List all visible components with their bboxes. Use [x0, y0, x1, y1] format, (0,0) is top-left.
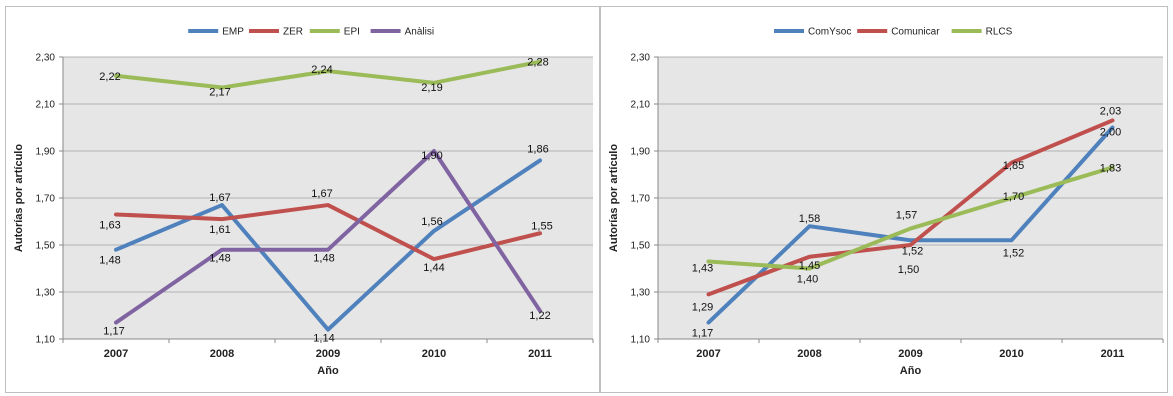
- data-label: 2,28: [527, 57, 548, 69]
- x-tick-label: 2010: [999, 348, 1023, 360]
- x-tick-label: 2010: [422, 348, 446, 360]
- data-label: 1,61: [209, 224, 230, 236]
- data-label: 2,00: [1100, 127, 1121, 139]
- legend-label: EMP: [222, 27, 244, 38]
- data-label: 2,17: [209, 87, 230, 99]
- series-line-an-lisi: [114, 149, 542, 325]
- y-tick-label: 1,10: [36, 335, 56, 346]
- data-label: 2,22: [99, 71, 120, 83]
- y-tick-label: 1,50: [631, 241, 651, 252]
- legend-label: Anàlisi: [405, 27, 434, 38]
- chart-right: 1,10 1,30 1,50 1,70 1,90 2,10 2,30 2007 2008 2009…: [608, 27, 1164, 377]
- legend-label: Comunicar: [891, 27, 940, 38]
- y-tick-label: 1,90: [36, 147, 56, 158]
- data-label: 1,48: [209, 253, 230, 265]
- y-tick-label: 1,10: [631, 335, 651, 346]
- x-axis-title: Año: [900, 365, 922, 377]
- data-label: 1,83: [1100, 162, 1121, 174]
- data-label: 1,43: [692, 262, 713, 274]
- x-tick-label: 2011: [528, 348, 552, 360]
- series-line-epi: [114, 59, 542, 90]
- series-line-rlcs: [706, 165, 1115, 271]
- data-label: 1,52: [1003, 247, 1024, 259]
- data-label: 1,48: [99, 255, 120, 267]
- data-label: 1,48: [313, 253, 334, 265]
- y-tick-label: 1,70: [36, 194, 56, 205]
- data-label: 1,58: [799, 213, 820, 225]
- y-tick-label: 2,30: [631, 53, 651, 64]
- y-tick-label: 2,30: [36, 53, 56, 64]
- data-label: 1,56: [421, 216, 442, 228]
- data-label: 1,85: [1003, 160, 1024, 172]
- legend-label: ComYsoc: [808, 27, 851, 38]
- x-axis-title: Año: [317, 365, 339, 377]
- data-label: 1,22: [529, 310, 550, 322]
- y-tick-label: 1,50: [36, 241, 56, 252]
- y-axis-title: Autorías por artículo: [608, 144, 620, 252]
- data-label: 1,67: [311, 188, 332, 200]
- x-tick-label: 2007: [696, 348, 720, 360]
- y-tick-label: 1,30: [36, 288, 56, 299]
- legend: EMP ZER EPI Anàlisi: [188, 27, 434, 38]
- data-label: 1,70: [1003, 191, 1024, 203]
- y-axis-title: Autorías por artículo: [13, 144, 25, 252]
- x-tick-label: 2011: [1101, 348, 1125, 360]
- legend-label: EPI: [344, 27, 360, 38]
- y-tick-label: 2,10: [631, 100, 651, 111]
- data-label: 1,90: [421, 150, 442, 162]
- series-line-zer: [114, 203, 542, 262]
- y-tick-label: 1,70: [631, 194, 651, 205]
- data-label: 1,45: [799, 260, 820, 272]
- y-tick-label: 2,10: [36, 100, 56, 111]
- data-label: 2,03: [1100, 105, 1121, 117]
- y-tick-label: 1,30: [631, 288, 651, 299]
- data-label: 1,29: [692, 301, 713, 313]
- x-tick-label: 2009: [316, 348, 340, 360]
- data-label: 1,86: [527, 143, 548, 155]
- x-tick-label: 2009: [898, 348, 922, 360]
- x-tick-label: 2008: [797, 348, 821, 360]
- data-label: 1,17: [103, 326, 124, 338]
- y-tick-label: 1,90: [631, 147, 651, 158]
- data-label: 1,17: [692, 328, 713, 340]
- chart-right-panel: 1,10 1,30 1,50 1,70 1,90 2,10 2,30 2007 2008 2009…: [600, 6, 1168, 393]
- series-line-comysoc: [706, 125, 1115, 325]
- data-label: 1,44: [423, 262, 444, 274]
- data-label: 2,24: [311, 64, 332, 76]
- legend-label: RLCS: [986, 27, 1013, 38]
- x-tick-label: 2008: [210, 348, 234, 360]
- legend-label: ZER: [283, 27, 303, 38]
- data-label: 1,14: [313, 333, 334, 345]
- data-label: 1,50: [898, 264, 919, 276]
- data-label: 1,40: [797, 274, 818, 286]
- data-label: 2,19: [421, 82, 442, 94]
- data-label: 1,63: [99, 219, 120, 231]
- chart-left-panel: 1,10 1,30 1,50 1,70 1,90 2,10 2,30 2007 2008 2009…: [5, 6, 600, 393]
- chart-left: 1,10 1,30 1,50 1,70 1,90 2,10 2,30 2007 2008 2009…: [13, 27, 594, 377]
- data-label: 1,57: [896, 210, 917, 222]
- x-tick-label: 2007: [104, 348, 128, 360]
- legend: ComYsoc Comunicar RLCS: [774, 27, 1013, 38]
- data-label: 1,55: [531, 220, 552, 232]
- series-line-comunicar: [706, 118, 1115, 297]
- data-label: 1,52: [902, 245, 923, 257]
- data-label: 1,67: [209, 192, 230, 204]
